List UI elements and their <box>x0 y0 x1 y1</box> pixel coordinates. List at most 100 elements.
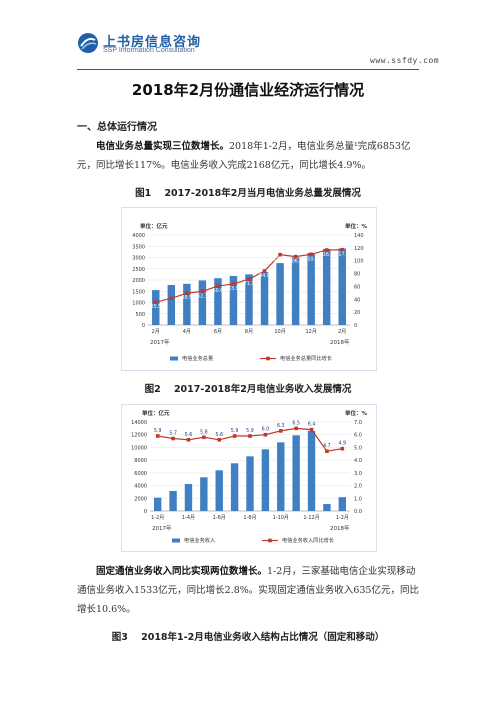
line-point <box>309 427 314 432</box>
y-left-tick-label: 8000 <box>134 458 147 464</box>
data-label: 6.5 <box>292 420 300 426</box>
y-left-tick-label: 10000 <box>131 445 147 451</box>
data-label: 35.5 <box>150 304 161 310</box>
logo-title: 上书房信息咨询 <box>103 35 202 50</box>
data-label: 4.7 <box>323 443 331 449</box>
y-right-tick-label: 4.0 <box>354 458 362 464</box>
bar <box>183 283 191 325</box>
line-point <box>169 296 174 301</box>
line-point <box>324 248 329 252</box>
legend-swatch-bar <box>172 538 180 543</box>
line-point <box>325 449 329 454</box>
chart-2-svg: 单位：亿元 单位：% 0 2000 4000 6000 8000 10000 12000 1400… <box>131 409 368 544</box>
y-left-tick-label: 0 <box>144 509 147 515</box>
line-point <box>309 252 313 257</box>
x-tick-label: 10月 <box>274 329 285 335</box>
figure-1-chart: 单位：亿元 单位：% 0 500 1000 1500 2000 2500 3000 3500 400… <box>121 207 377 371</box>
line-point <box>185 291 189 295</box>
x-tick-label: 4月 <box>183 329 191 335</box>
y-left-tick-label: 500 <box>135 312 145 318</box>
bar <box>152 290 160 325</box>
bar <box>246 456 254 511</box>
data-label: 5.6 <box>215 432 223 438</box>
data-label: 6.3 <box>277 423 285 429</box>
bar <box>167 284 176 325</box>
bar <box>198 280 207 325</box>
x-tick-label: 1-12月 <box>303 515 319 521</box>
line-point <box>200 289 205 294</box>
y-left-tick-label: 14000 <box>131 420 147 426</box>
line-point <box>247 277 251 281</box>
x-tick-label: 2月 <box>152 329 160 335</box>
data-label: 116.6 <box>320 252 334 258</box>
bar <box>214 278 222 325</box>
y-right-tick-label: 40 <box>354 297 360 303</box>
legend-swatch-point <box>266 356 270 361</box>
y-right-tick-label: 1.0 <box>354 496 362 502</box>
y-left-tick-label: 2000 <box>132 278 145 284</box>
unit-label-left: 单位：亿元 <box>140 222 168 230</box>
line-point <box>153 300 158 304</box>
y-right-tick-label: 2.0 <box>354 484 362 490</box>
y-left-tick-label: 2500 <box>132 267 145 273</box>
unit-label-right: 单位：% <box>345 409 368 417</box>
paragraph-1-lead: 电信业务总量实现三位数增长。 <box>96 141 230 152</box>
x-tick-label: 1-6月 <box>213 515 226 521</box>
line-point <box>232 434 237 438</box>
x-tick-label: 1-8月 <box>243 515 256 521</box>
line-point <box>202 435 206 440</box>
x-tick-label: 1-10月 <box>273 515 289 521</box>
paragraph-1-text: 2018年1-2月，电信业务总量¹完成6853亿元，同比增长117%。电信业务收… <box>77 141 411 171</box>
data-label: 5.6 <box>185 432 193 438</box>
y-left-tick-label: 6000 <box>134 471 147 477</box>
y-right-tick-label: 20 <box>354 310 360 316</box>
bar <box>277 442 285 511</box>
year-label: 2018年 <box>330 524 350 532</box>
bar <box>200 477 208 511</box>
company-logo-icon <box>78 33 98 53</box>
year-label: 2018年 <box>330 338 350 346</box>
x-tick-label: 6月 <box>214 329 222 335</box>
chart-1-svg: 单位：亿元 单位：%0500100015002000250030003500400… <box>132 222 367 362</box>
line-point <box>263 432 268 437</box>
line-point <box>293 254 298 259</box>
x-tick-label: 1-4月 <box>182 515 195 521</box>
line-point <box>278 429 283 433</box>
paragraph-2-text: 1-2月，三家基础电信企业实现移动通信业务收入1533亿元，同比增长2.8%。实… <box>77 566 419 615</box>
line-point <box>278 252 282 257</box>
bar <box>245 274 253 325</box>
bar <box>291 257 300 325</box>
website-url[interactable]: www.ssfdy.com <box>370 56 440 65</box>
line-point <box>217 438 222 442</box>
data-label: 84.0 <box>259 273 270 279</box>
legend-label: 电信业务收入同比增长 <box>282 536 335 544</box>
data-label: 109.4 <box>273 257 287 263</box>
y-right-tick-label: 3.0 <box>354 471 362 477</box>
line-point <box>155 434 160 438</box>
y-left-tick-label: 0 <box>142 323 145 329</box>
bar <box>230 463 239 511</box>
y-right-tick-label: 100 <box>354 259 364 265</box>
y-left-tick-label: 1500 <box>132 289 145 295</box>
legend-label: 电信业务总量同比增长 <box>280 354 333 362</box>
data-label: 71.3 <box>244 281 255 287</box>
line-point <box>216 284 220 288</box>
y-right-tick-label: 6.0 <box>354 433 362 439</box>
y-right-tick-label: 80 <box>354 272 360 278</box>
data-label: 60.6 <box>213 288 224 294</box>
paragraph-2: 固定通信业务收入同比实现两位数增长。1-2月，三家基础电信企业实现移动通信业务收… <box>77 562 419 619</box>
figure-1-caption: 图1 2017-2018年2月当月电信业务总量发展情况 <box>135 188 361 199</box>
y-left-tick-label: 12000 <box>131 433 147 439</box>
data-label: 5.9 <box>246 428 254 434</box>
bar <box>215 470 223 511</box>
y-right-tick-label: 5.0 <box>354 445 362 451</box>
line-point <box>340 446 345 451</box>
bar <box>276 263 284 325</box>
year-label: 2017年 <box>150 338 170 346</box>
paragraph-1: 电信业务总量实现三位数增长。2018年1-2月，电信业务总量¹完成6853亿元，… <box>77 137 419 175</box>
x-tick-label: 8月 <box>245 329 253 335</box>
data-label: 110.0 <box>304 256 318 262</box>
line-point <box>340 247 345 252</box>
data-label: 4.9 <box>338 441 346 447</box>
bar <box>154 497 162 511</box>
